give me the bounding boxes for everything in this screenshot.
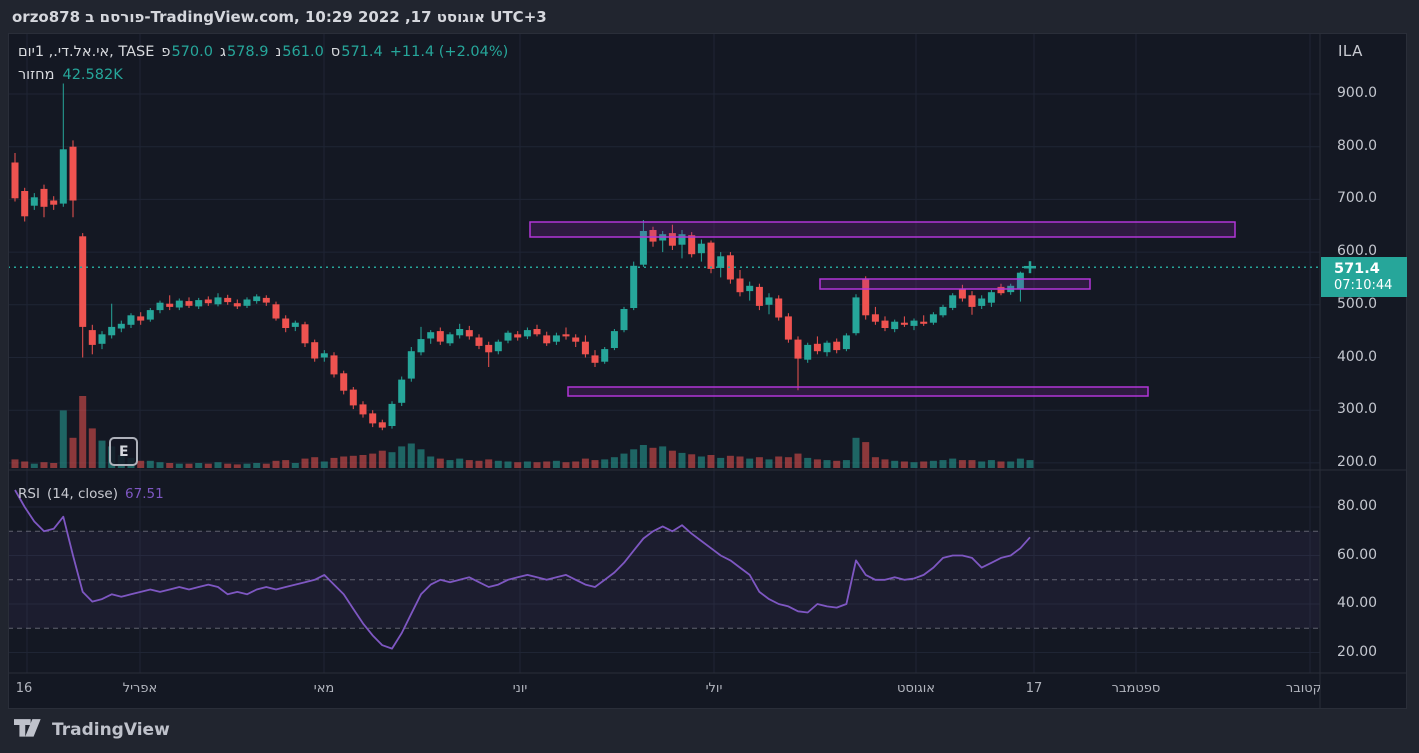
rsi-tick-label: 60.00 [1337,546,1378,563]
rsi-tick-label: 80.00 [1337,498,1378,514]
chart-canvas[interactable] [8,33,1407,709]
volume-legend[interactable]: מחזור 42.582K [18,67,123,83]
change-value: +11.4 (+2.04%) [389,44,509,60]
close-label: ס [330,44,341,60]
last-price: 571.4 [1334,260,1380,277]
price-tick-label: 700.0 [1337,190,1378,207]
open-value: 570.0 [171,44,213,60]
ticker-label: ILA [1338,42,1363,60]
tradingview-logo-text: TradingView [52,720,170,740]
time-tick-label: אוגוסט [897,681,935,696]
price-tick-label: 300.0 [1337,401,1378,418]
footer-brand[interactable]: TradingView [14,719,170,741]
rsi-title: RSI [18,486,40,502]
open-pair: פ 570.0 [161,44,213,60]
price-tick-label: 800.0 [1337,137,1378,154]
time-tick-label: 16 [15,681,33,696]
low-label: נ [275,44,282,60]
close-pair: ס 571.4 [331,44,383,60]
time-tick-label: מאי [313,681,335,696]
rsi-tick-label: 40.00 [1337,595,1378,611]
price-tick-label: 200.0 [1337,453,1378,470]
volume-label: מחזור [18,67,55,83]
snapshot-header: orzo878 פורסם ב-TradingView.com, אוגוסט … [12,8,547,26]
low-value: 561.0 [282,44,324,60]
price-tick-label: 400.0 [1337,348,1378,365]
high-pair: ג 578.9 [220,44,269,60]
time-tick-label: יולי [705,681,723,696]
symbol-legend[interactable]: אי.אל.די., 1יום, TASE פ 570.0 ג 578.9 נ … [18,44,508,60]
open-label: פ [161,44,171,60]
rsi-params: (14, close) [46,486,119,502]
time-tick-label: ספטמבר [1111,681,1161,696]
time-tick-label: יוני [512,681,528,696]
rsi-tick-label: 20.00 [1337,643,1378,660]
time-axis[interactable]: 16 אפריל מאי יוני יולי אוגוסט 17 ספטמבר אוקטובר [8,673,1320,709]
price-tick-label: 600.0 [1337,243,1378,260]
close-value: 571.4 [341,44,383,60]
symbol-title: אי.אל.די., 1יום, TASE [18,44,155,60]
time-tick-label: 17 [1025,681,1043,696]
chart-area[interactable] [8,33,1407,709]
time-tick-label: אפריל [122,681,158,696]
last-price-badge: 571.4 07:10:44 [1321,257,1407,297]
high-value: 578.9 [226,44,269,60]
time-tick-label: אוקטובר [1285,681,1320,696]
rsi-value: 67.51 [125,486,164,502]
rsi-legend[interactable]: RSI (14, close) 67.51 [18,486,164,502]
volume-value: 42.582K [62,67,123,83]
earnings-marker[interactable]: E [109,437,139,466]
countdown-timer: 07:10:44 [1334,277,1393,293]
price-tick-label: 900.0 [1337,85,1378,101]
low-pair: נ 561.0 [275,44,323,60]
high-label: ג [219,44,226,60]
tradingview-logo-icon [14,719,41,737]
price-tick-label: 500.0 [1337,295,1378,312]
